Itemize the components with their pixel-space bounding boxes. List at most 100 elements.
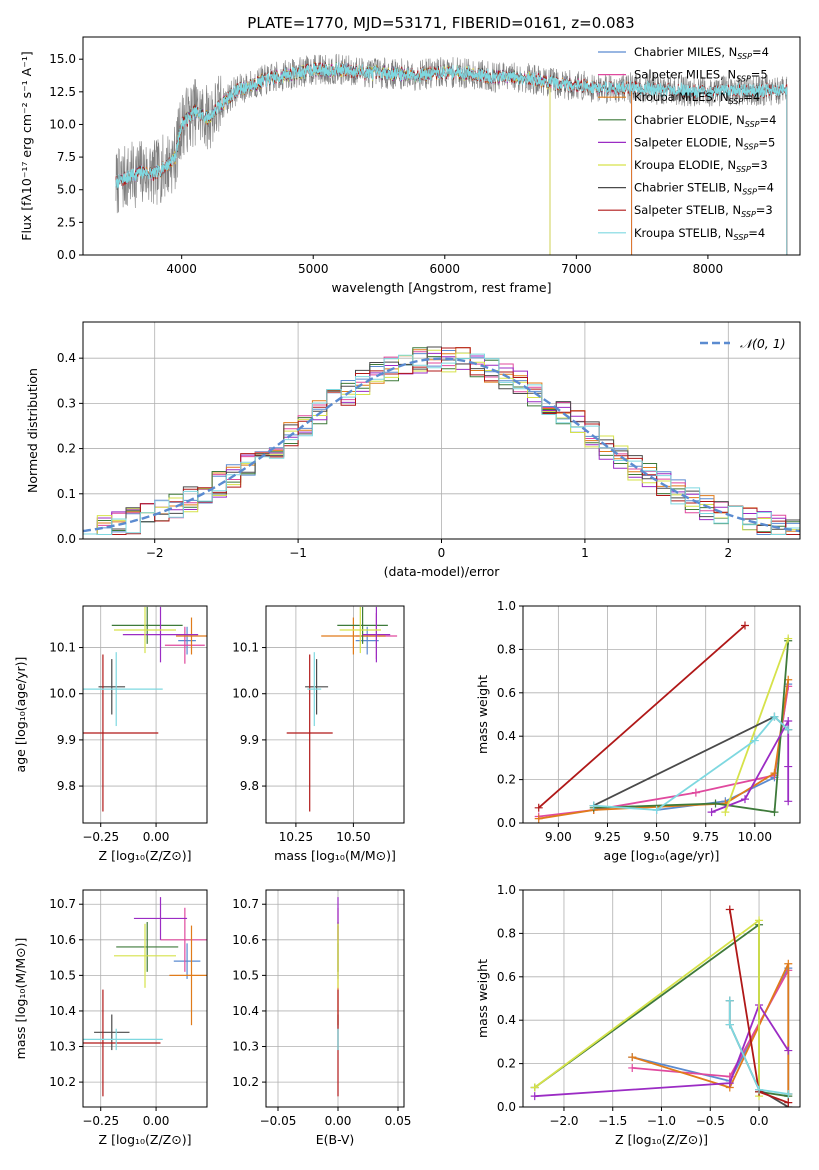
errorbar-salpeter-miles <box>164 626 205 664</box>
y-tick-label: 10.3 <box>232 1040 259 1054</box>
data-point-marker <box>740 621 749 630</box>
x-axis-label: mass [log₁₀(M/M⊙)] <box>274 848 396 863</box>
data-point-marker <box>589 801 598 810</box>
data-point-marker <box>784 762 793 771</box>
y-tick-label: 10.6 <box>49 933 76 947</box>
series-line <box>538 686 790 818</box>
x-tick-label: −1 <box>289 546 307 560</box>
x-axis-label: (data-model)/error <box>384 564 501 579</box>
y-tick-label: 10.4 <box>49 1004 76 1018</box>
series-line <box>538 624 746 809</box>
legend-entry: Kroupa MILES, NSSP=4 <box>634 90 760 106</box>
errorbar-chabrier-elodie <box>337 606 388 644</box>
series-line <box>534 1003 790 1098</box>
data-point-marker <box>784 959 793 968</box>
y-tick-label: 10.5 <box>49 968 76 982</box>
data-point-marker <box>691 788 700 797</box>
plot-area <box>83 606 207 823</box>
errorbar-salpeter-elodie <box>122 606 199 663</box>
y-tick-label: 0.4 <box>497 1013 516 1027</box>
mass-weight-kroupa-elodie <box>530 916 764 1101</box>
mass-weight-salpeter-miles <box>534 682 793 821</box>
axes-frame <box>82 889 208 1108</box>
y-tick-label: 10.2 <box>232 1075 259 1089</box>
data-point-marker <box>755 916 764 925</box>
y-tick-label: 12.5 <box>49 85 76 99</box>
x-tick-label: 0 <box>438 546 446 560</box>
axes-frame <box>522 605 801 824</box>
x-tick-label: 9.25 <box>594 830 621 844</box>
y-tick-label: 9.8 <box>240 779 259 793</box>
legend-entry: Kroupa STELIB, NSSP=4 <box>634 226 765 242</box>
panel-2: −2 −1 0 1 2 0.0 0.1 0.2 0.3 0.4 (data-model)/error… <box>25 321 801 579</box>
plot-area <box>266 606 404 823</box>
data-point-marker <box>784 797 793 806</box>
y-tick-label: 10.0 <box>49 117 76 131</box>
panel-6: −0.25 0.00 10.2 10.3 10.4 10.5 10.6 10.7 Z [log₁… <box>13 889 208 1147</box>
x-tick-label: 0.0 <box>749 1114 768 1128</box>
data-point-marker <box>725 1079 734 1088</box>
x-tick-label: −0.05 <box>260 1114 297 1128</box>
y-tick-label: 10.5 <box>232 968 259 982</box>
y-axis-label: mass weight <box>475 959 490 1038</box>
mass-weight-kroupa-stelib <box>725 996 793 1098</box>
errorbar-chabrier-miles <box>173 943 201 979</box>
data-point-marker <box>784 1046 793 1055</box>
y-axis-label: Flux [fλ10⁻¹⁷ erg cm⁻² s⁻¹ A⁻¹] <box>19 51 34 240</box>
axes-frame <box>82 36 801 256</box>
panel-8: −2.0 −1.5 −1.0 −0.5 0.0 0.0 0.2 0.4 0.6 0.8 1.0 Z [… <box>475 883 801 1147</box>
x-tick-label: 0.00 <box>325 1114 352 1128</box>
errorbar-chabrier-miles <box>178 626 196 655</box>
errorbar-kroupa-miles <box>321 617 386 655</box>
errorbar-chabrier-elodie <box>111 606 183 644</box>
data-point-marker <box>725 1020 734 1029</box>
x-tick-label: 0.00 <box>143 830 170 844</box>
errorbar-salpeter-stelib <box>83 654 159 812</box>
errorbar-salpeter-stelib <box>286 654 333 812</box>
errorbar-kroupa-elodie <box>114 923 176 988</box>
legend-entry: Salpeter MILES, NSSP=5 <box>634 68 768 84</box>
histogram-kroupa-stelib <box>83 353 800 535</box>
legend-entry: Chabrier MILES, NSSP=4 <box>634 45 769 61</box>
x-tick-label: −1.0 <box>647 1114 676 1128</box>
y-tick-label: 1.0 <box>497 883 516 897</box>
x-axis-label: Z [log₁₀(Z/Z⊙)] <box>99 848 192 863</box>
mass-weight-kroupa-stelib <box>589 712 793 814</box>
x-tick-label: −2 <box>146 546 164 560</box>
y-tick-label: 10.3 <box>49 1040 76 1054</box>
y-tick-label: 0.6 <box>497 970 516 984</box>
data-point-marker <box>534 814 543 823</box>
data-point-marker <box>755 1085 764 1094</box>
data-point-marker <box>534 803 543 812</box>
mass-weight-chabrier-stelib <box>589 712 793 810</box>
y-tick-label: 10.2 <box>49 1075 76 1089</box>
y-tick-label: 0.1 <box>57 487 76 501</box>
x-tick-label: 1 <box>581 546 589 560</box>
model-curve-kroupa-stelib <box>115 62 788 255</box>
errorbar-chabrier-stelib <box>305 659 329 715</box>
data-point-marker <box>652 805 661 814</box>
y-tick-label: 5.0 <box>57 183 76 197</box>
y-axis-label: mass [log₁₀(M/M⊙)] <box>13 938 28 1060</box>
y-tick-label: 10.0 <box>232 687 259 701</box>
data-point-marker <box>530 1083 539 1092</box>
mass-weight-salpeter-stelib <box>534 621 749 812</box>
errorbar-kroupa-stelib <box>83 1028 163 1051</box>
panel-3: −0.25 0.00 9.8 9.9 10.0 10.1 Z [log₁₀(Z/Z⊙)] ag… <box>13 605 208 863</box>
y-tick-label: 0.2 <box>57 442 76 456</box>
plot-area <box>83 890 207 1107</box>
errorbar-kroupa-stelib <box>83 652 163 727</box>
data-spectrum-trace <box>115 53 788 214</box>
y-tick-label: 0.0 <box>497 1100 516 1114</box>
data-point-marker <box>784 634 793 643</box>
legend-entry: 𝒩(0, 1) <box>740 336 786 351</box>
y-tick-label: 10.0 <box>49 687 76 701</box>
x-axis-label: age [log₁₀(age/yr)] <box>604 848 720 863</box>
legend-entry: Salpeter ELODIE, NSSP=5 <box>634 135 775 151</box>
data-point-marker <box>740 795 749 804</box>
gaussian-reference-curve <box>83 357 800 533</box>
y-tick-label: 10.7 <box>232 897 259 911</box>
model-curve-salpeter-elodie <box>168 62 551 255</box>
errorbar-salpeter-stelib <box>83 989 161 1097</box>
plot-area <box>266 890 404 1107</box>
